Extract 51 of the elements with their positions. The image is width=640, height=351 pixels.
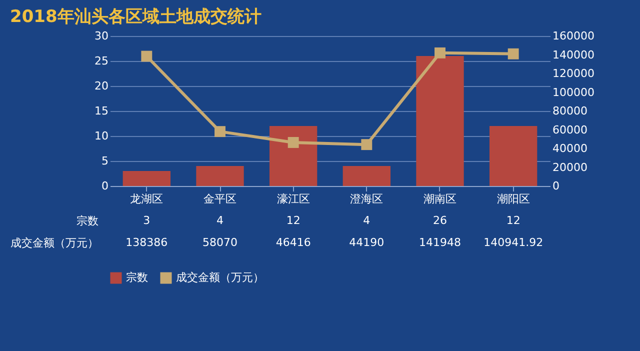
point	[508, 48, 519, 60]
y-tick-label: 25	[94, 54, 108, 68]
data-label: 26	[433, 214, 447, 227]
point	[214, 126, 226, 138]
point	[288, 137, 299, 148]
y2-tick-label: 140000	[552, 48, 594, 62]
text: 成交金额（万元）	[10, 236, 98, 250]
point	[434, 47, 446, 58]
x-tick-label: 潮南区	[424, 192, 456, 206]
chart-title: 2018年汕头各区域土地成交统计	[10, 7, 262, 27]
x-tick-label: 澄海区	[350, 192, 384, 206]
bar	[490, 126, 538, 186]
y-tick-label: 20	[94, 80, 108, 92]
data-label: 4	[216, 214, 224, 227]
y2-tick-label: 20000	[552, 160, 588, 174]
data-label: 12	[506, 214, 520, 227]
y-tick-label: 30	[94, 30, 108, 42]
bar	[342, 166, 390, 186]
data-label: 3	[143, 214, 150, 227]
data-label: 46416	[276, 236, 311, 249]
data-label: 44190	[349, 236, 384, 249]
bar	[416, 56, 464, 186]
y-tick-label: 15	[94, 104, 108, 118]
x-tick-label: 龙湖区	[130, 192, 164, 206]
point	[141, 50, 152, 62]
data-label: 4	[363, 214, 370, 227]
y-tick-label: 5	[102, 154, 108, 168]
point	[361, 139, 372, 150]
bar	[270, 126, 318, 186]
y2-tick-label: 0	[552, 180, 560, 192]
legend-label: 宗数	[126, 271, 148, 284]
legend-label: 成交金额（万元）	[176, 271, 264, 284]
data-label: 138386	[126, 236, 168, 249]
y2-tick-label: 60000	[552, 123, 588, 136]
y2-tick-label: 100000	[552, 86, 594, 99]
x-tick-label: 潮阳区	[496, 192, 530, 206]
y2-tick-label: 160000	[552, 30, 594, 42]
x-tick-label: 濠江区	[276, 192, 310, 206]
y2-tick-label: 120000	[552, 67, 594, 80]
bar	[196, 166, 244, 186]
data-label: 58070	[202, 236, 238, 249]
data-label: 140941.92	[484, 236, 544, 249]
y2-tick-label: 80000	[552, 104, 588, 118]
data-label: 12	[286, 214, 300, 227]
text: 宗数	[76, 214, 98, 228]
x-tick-label: 金平区	[204, 192, 236, 206]
y-tick-label: 10	[94, 130, 108, 142]
y-tick-label: 0	[102, 180, 108, 192]
data-label: 141948	[419, 236, 461, 249]
bar	[122, 171, 170, 186]
y2-tick-label: 40000	[552, 142, 588, 155]
